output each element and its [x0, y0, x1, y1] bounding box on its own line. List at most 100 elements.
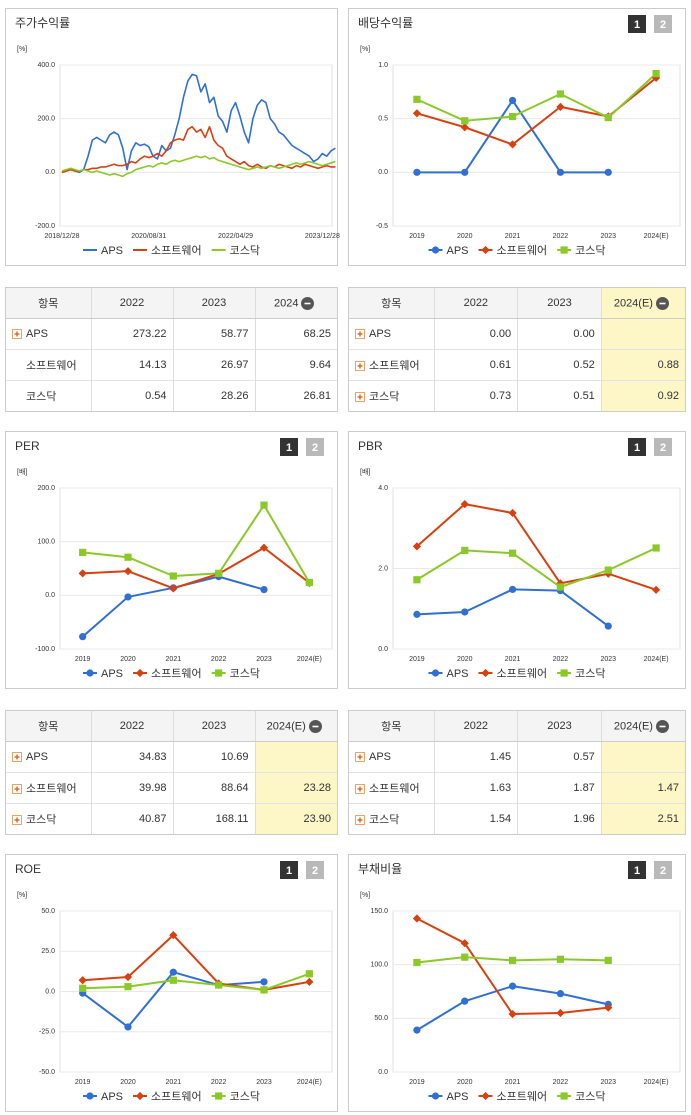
cell-text: 0.54: [145, 390, 167, 402]
table-cell: [254, 741, 337, 773]
x-tick-label: 2023: [600, 233, 616, 240]
y-tick-label: 0.0: [45, 592, 55, 599]
data-point: [79, 984, 87, 992]
x-tick-label: 2022/04/29: [218, 233, 253, 240]
cell-text: 26.81: [303, 390, 331, 402]
series-line: [416, 547, 657, 589]
expand-icon[interactable]: [355, 784, 365, 795]
y-tick-label: 0.0: [378, 646, 388, 653]
page-button[interactable]: [280, 438, 298, 456]
legend-label: 코스닥: [230, 1090, 260, 1103]
table-row: 코스닥 0.54 28.26 26.81: [6, 380, 337, 411]
page-button[interactable]: [306, 438, 324, 456]
table-cell: 0.61: [433, 349, 518, 381]
panel: [5, 8, 338, 266]
x-tick-label: 2019: [75, 656, 91, 663]
legend: APS 소프트웨어 코스닥: [83, 1090, 260, 1103]
collapse-icon[interactable]: [308, 719, 322, 733]
legend-marker: [431, 1092, 440, 1100]
data-point: [412, 109, 422, 118]
data-point: [123, 972, 133, 982]
unit-label: [배]: [360, 467, 370, 476]
data-point: [508, 112, 517, 121]
page-button[interactable]: [280, 861, 298, 879]
legend-label: APS: [101, 668, 123, 680]
data-point: [259, 543, 269, 552]
cell-text: 0.57: [573, 751, 595, 763]
expand-icon[interactable]: [12, 815, 22, 826]
data-point: [169, 931, 178, 940]
column-header-text: 2022: [463, 297, 489, 309]
expand-icon[interactable]: [12, 329, 22, 340]
legend-marker: [481, 668, 490, 678]
unit-label: [%]: [17, 892, 27, 899]
data-point: [508, 140, 517, 149]
data-point: [305, 977, 314, 986]
table-cell: [600, 318, 685, 350]
page-button-label: 1: [634, 865, 640, 877]
cell-text: 26.97: [220, 359, 249, 371]
header-row: 항목 2022 2023 2024(E): [6, 711, 337, 742]
data-point: [556, 90, 565, 98]
column-header: 항목: [6, 711, 91, 742]
page-button[interactable]: [654, 861, 672, 879]
collapse-icon[interactable]: [655, 296, 669, 310]
data-point: [604, 168, 612, 176]
series-line: [82, 504, 311, 584]
page-button-label: 2: [660, 442, 666, 454]
table-cell: 1.63: [433, 772, 518, 804]
y-tick-label: 200.0: [37, 485, 55, 492]
page-button[interactable]: [628, 438, 646, 456]
cell-text: 1.45: [489, 751, 512, 763]
data-point: [79, 548, 87, 556]
legend: APS 소프트웨어 코스닥: [83, 244, 260, 257]
table-cell: 14.13: [90, 349, 173, 381]
y-tick-label: -100.0: [35, 646, 55, 653]
x-tick-label: 2019: [75, 1079, 91, 1086]
table-head: 항목 2022 2023 2024(E): [6, 711, 337, 742]
page-button[interactable]: [628, 15, 646, 33]
legend: APS 소프트웨어 코스닥: [83, 667, 260, 680]
y-tick-label: 2.0: [378, 565, 388, 572]
expand-icon[interactable]: [12, 784, 22, 795]
data-point: [556, 583, 565, 591]
y-tick-label: -200.0: [35, 223, 55, 230]
data-point: [412, 542, 422, 551]
cell-text: 58.77: [220, 328, 249, 340]
expand-icon[interactable]: [355, 752, 365, 763]
page-button[interactable]: [654, 438, 672, 456]
legend-marker: [560, 669, 568, 677]
data-table: 항목 2022 2023 2024(E) APS 1.45 0.57 소프트웨어 1.63 1.8…: [348, 710, 686, 835]
page-button-label: 1: [634, 19, 640, 31]
series-line: [61, 73, 336, 174]
legend-label: APS: [101, 1091, 123, 1103]
x-tick-label: 2020: [457, 1079, 473, 1086]
cell-text: 0.51: [573, 390, 595, 402]
table-cell: 0.00: [433, 318, 518, 350]
page-button[interactable]: [628, 861, 646, 879]
page-button-label: 2: [312, 442, 318, 454]
data-point: [508, 956, 517, 964]
x-tick-label: 2023: [256, 1079, 272, 1086]
page-button-label: 2: [312, 865, 318, 877]
collapse-icon[interactable]: [301, 296, 315, 310]
cell-text: 1.96: [573, 813, 595, 825]
expand-icon[interactable]: [355, 815, 365, 826]
column-header: 2022: [90, 711, 173, 742]
cell-text: 14.13: [138, 359, 167, 371]
table-cell: 10.69: [172, 741, 255, 773]
data-point: [604, 956, 612, 964]
collapse-icon[interactable]: [655, 719, 669, 733]
expand-icon[interactable]: [355, 329, 365, 340]
table-row: 코스닥 40.87 168.11 23.90: [6, 803, 337, 834]
table-cell: 58.77: [172, 318, 255, 350]
table-head: 항목 2022 2023 2024(E): [349, 711, 685, 742]
expand-icon[interactable]: [12, 752, 22, 763]
expand-icon[interactable]: [355, 361, 365, 372]
data-point: [305, 578, 313, 587]
cell-text: 2.51: [657, 813, 679, 825]
page-button[interactable]: [654, 15, 672, 33]
expand-icon[interactable]: [355, 392, 365, 403]
table-cell: 0.57: [517, 741, 602, 773]
page-button[interactable]: [306, 861, 324, 879]
